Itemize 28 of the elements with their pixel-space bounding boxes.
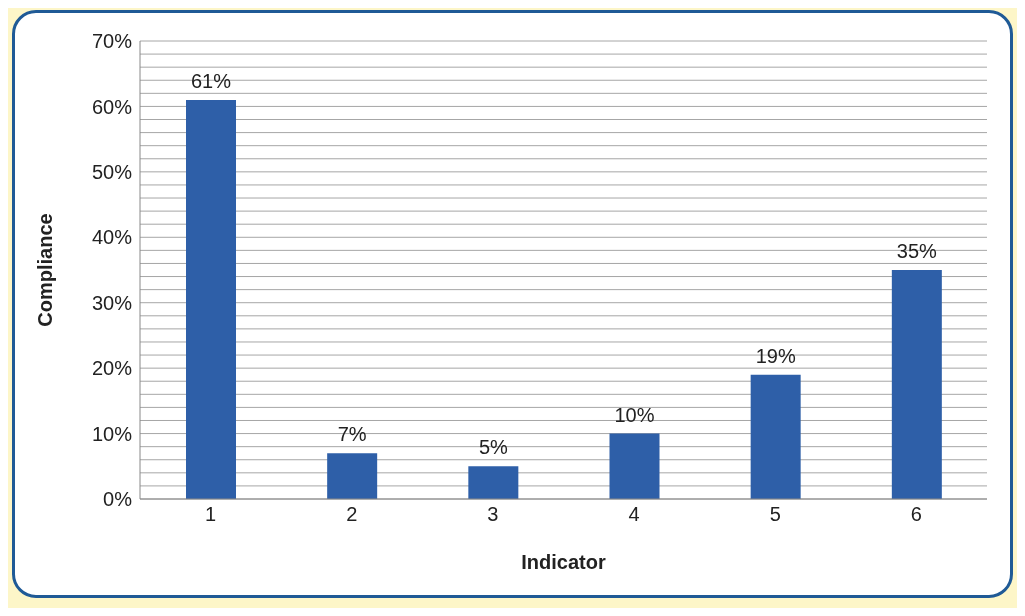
bar [750, 374, 801, 499]
data-label: 19% [755, 344, 796, 367]
bar [891, 270, 942, 499]
bar [327, 453, 378, 499]
y-tick-label: 10% [91, 422, 133, 445]
x-tick-label: 6 [910, 503, 922, 526]
x-tick-label: 3 [487, 503, 499, 526]
bar [609, 433, 660, 499]
data-label: 35% [896, 240, 938, 262]
x-axis-title: Indicator [521, 551, 606, 573]
y-tick-label: 70% [91, 30, 133, 53]
x-tick-label: 5 [769, 503, 781, 526]
data-label: 5% [478, 436, 508, 459]
bar [186, 99, 236, 499]
data-label: 61% [190, 69, 232, 92]
y-tick-label: 50% [91, 160, 133, 183]
data-label: 7% [337, 423, 367, 446]
x-tick-label: 1 [205, 503, 217, 526]
y-tick-label: 30% [91, 291, 133, 314]
y-tick-label: 40% [91, 226, 133, 249]
x-tick-label: 4 [628, 503, 640, 526]
y-tick-label: 60% [91, 95, 133, 118]
y-tick-label: 20% [91, 357, 133, 380]
x-tick-label: 2 [346, 503, 358, 526]
data-label: 10% [614, 403, 655, 426]
y-tick-label: 0% [103, 488, 133, 511]
bar [468, 466, 519, 499]
y-axis-title: Compliance [34, 213, 57, 327]
